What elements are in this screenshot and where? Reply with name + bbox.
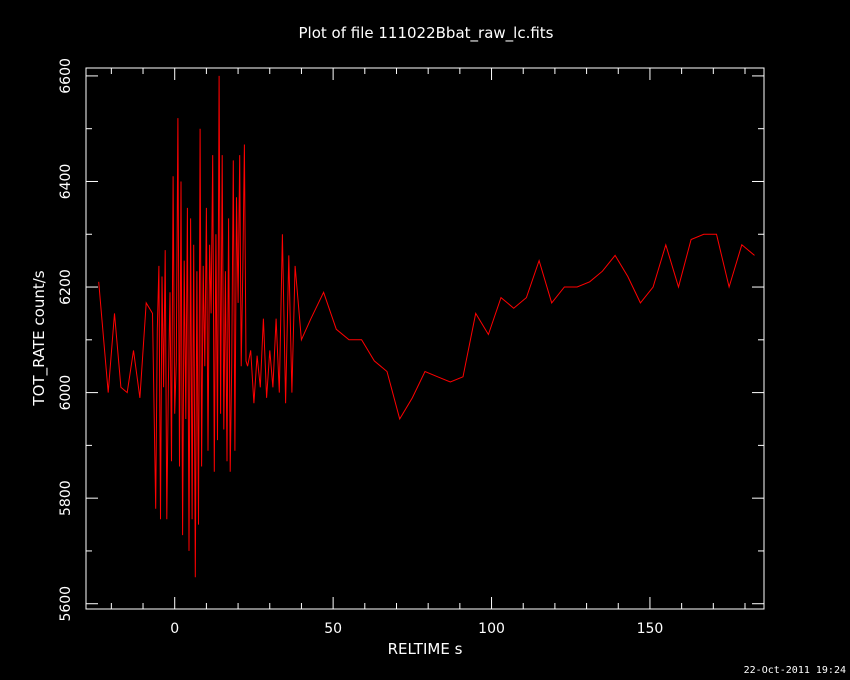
y-tick-label: 6000 bbox=[58, 375, 74, 411]
x-tick-label: 150 bbox=[637, 621, 664, 637]
plot-frame bbox=[85, 67, 765, 610]
x-tick-label: 100 bbox=[478, 621, 505, 637]
x-tick-label: 50 bbox=[324, 621, 342, 637]
axis-ticks bbox=[86, 68, 764, 609]
axis-tick-labels: 0 50 100 150 5600 5800 6000 6200 6400 6600 bbox=[58, 58, 663, 637]
y-tick-label: 5600 bbox=[58, 586, 74, 622]
x-tick-label: 0 bbox=[170, 621, 179, 637]
y-tick-label: 6400 bbox=[58, 164, 74, 200]
y-tick-label: 6200 bbox=[58, 269, 74, 305]
y-axis-label: TOT_RATE count/s bbox=[30, 270, 49, 406]
y-tick-label: 6600 bbox=[58, 58, 74, 94]
series-line bbox=[98, 75, 755, 578]
chart-title: Plot of file 111022Bbat_raw_lc.fits bbox=[299, 24, 554, 43]
x-axis-label: RELTIME s bbox=[388, 640, 463, 658]
y-tick-label: 5800 bbox=[58, 480, 74, 516]
timestamp: 22-Oct-2011 19:24 bbox=[743, 665, 846, 676]
